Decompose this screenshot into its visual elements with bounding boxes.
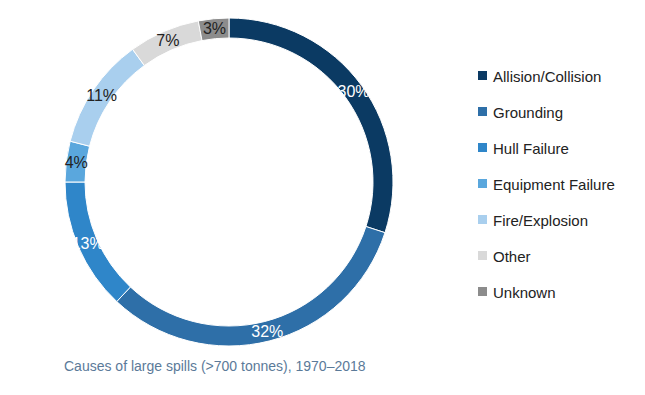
legend-label: Equipment Failure — [493, 176, 615, 193]
data-label: 4% — [65, 154, 88, 171]
slice — [70, 49, 144, 146]
data-labels: 30% 32% 13% 4% 11% 7% 3% — [65, 20, 370, 339]
legend-label: Fire/Explosion — [493, 212, 588, 229]
legend-swatch — [478, 287, 487, 296]
slice — [65, 182, 130, 302]
legend-swatch — [478, 251, 487, 260]
legend-label: Allision/Collision — [493, 68, 601, 85]
chart: 30% 32% 13% 4% 11% 7% 3% Allision/Collision Grou… — [0, 0, 645, 395]
donut — [65, 18, 393, 346]
legend-item: Grounding — [478, 104, 563, 121]
legend-swatch — [478, 179, 487, 188]
slice — [198, 18, 229, 41]
legend-item: Unknown — [478, 284, 556, 301]
caption: Causes of large spills (>700 tonnes), 19… — [64, 358, 366, 374]
data-label: 32% — [251, 323, 283, 340]
slice — [229, 18, 393, 233]
legend-swatch — [478, 215, 487, 224]
legend-swatch — [478, 71, 487, 80]
legend-item: Hull Failure — [478, 140, 569, 157]
legend-swatch — [478, 107, 487, 116]
slice — [133, 21, 202, 66]
data-label: 30% — [338, 83, 370, 100]
slice — [65, 141, 90, 182]
data-label: 13% — [72, 235, 104, 252]
legend-label: Hull Failure — [493, 140, 569, 157]
legend-label: Grounding — [493, 104, 563, 121]
data-label: 3% — [203, 20, 226, 37]
slice — [117, 226, 385, 346]
data-label: 7% — [156, 32, 179, 49]
legend-item: Fire/Explosion — [478, 212, 588, 229]
legend-label: Other — [493, 248, 531, 265]
legend: Allision/Collision Grounding Hull Failure E… — [478, 68, 615, 301]
legend-label: Unknown — [493, 284, 556, 301]
legend-item: Allision/Collision — [478, 68, 601, 85]
legend-swatch — [478, 143, 487, 152]
data-label: 11% — [86, 87, 117, 104]
legend-item: Other — [478, 248, 531, 265]
legend-item: Equipment Failure — [478, 176, 615, 193]
